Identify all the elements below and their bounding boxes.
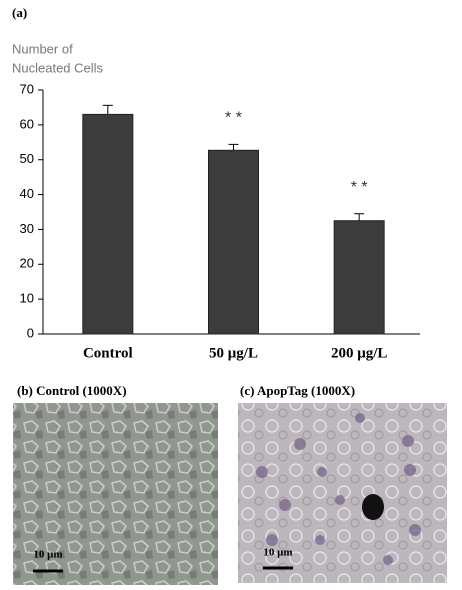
y-tick-label: 30	[20, 221, 34, 236]
y-axis-label: Number of	[12, 41, 73, 56]
y-tick-label: 10	[20, 291, 34, 306]
apoptotic-cell	[362, 494, 384, 520]
error-bar	[228, 143, 239, 151]
micrograph-control	[13, 403, 218, 585]
panel-caption: (c) ApopTag (1000X)	[240, 383, 355, 398]
error-bar	[354, 213, 365, 221]
scale-label: 10 μm	[263, 547, 292, 559]
y-tick-label: 40	[20, 186, 34, 201]
y-tick-label: 0	[27, 325, 34, 340]
x-tick-label: 200 μg/L	[331, 345, 387, 361]
panel-label: (a)	[12, 5, 27, 20]
bar	[82, 113, 134, 335]
y-axis-label: Nucleated Cells	[12, 60, 104, 75]
bar	[208, 149, 259, 335]
bar	[333, 220, 385, 335]
significance: * *	[351, 179, 368, 196]
stained-nuclei	[256, 413, 421, 565]
y-tick-label: 50	[20, 151, 34, 166]
y-tick-label: 20	[20, 256, 34, 271]
micrograph-apoptag	[238, 403, 447, 583]
significance: * *	[225, 110, 242, 127]
bar-chart: 0 10 20 30 40 50 60 70 Control 50 μg/L * * 200 μg/L…	[20, 81, 420, 361]
x-tick-label: Control	[83, 345, 133, 361]
y-tick-label: 70	[20, 81, 34, 96]
error-bar	[102, 104, 113, 115]
panel-caption: (b) Control (1000X)	[17, 383, 127, 398]
x-tick-label: 50 μg/L	[209, 345, 258, 361]
y-tick-label: 60	[20, 116, 34, 131]
scale-label: 10 μm	[33, 549, 62, 561]
